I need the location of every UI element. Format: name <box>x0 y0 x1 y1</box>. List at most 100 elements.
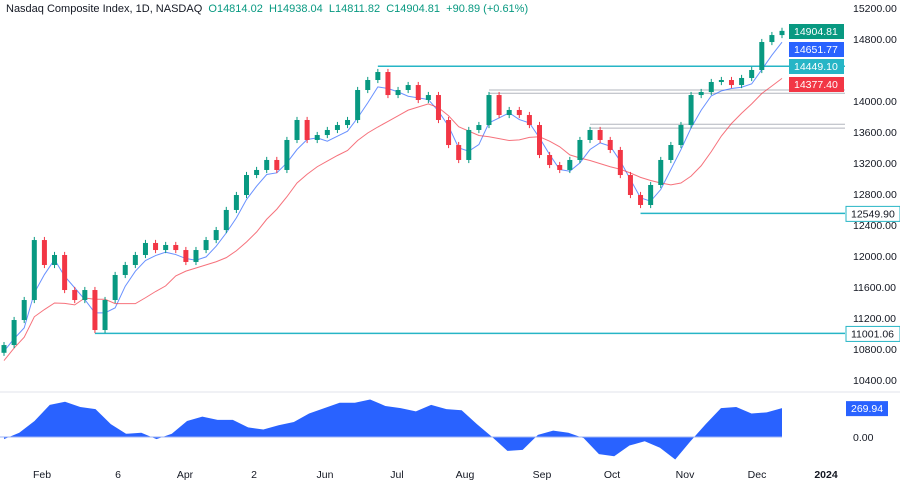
candle-body <box>375 72 381 80</box>
candle-body <box>284 139 290 170</box>
y-tick-label: 13200.00 <box>853 158 897 170</box>
candle-body <box>132 254 138 265</box>
candle-body <box>627 175 633 196</box>
candle-body <box>102 300 108 331</box>
open-value: O14814.02 <box>208 3 263 15</box>
y-tick-label: 15200.00 <box>853 3 897 15</box>
candle-body <box>688 95 694 126</box>
candle-body <box>476 125 482 130</box>
level-label-bg <box>845 205 900 222</box>
candle-body <box>223 209 229 231</box>
price-label-bg <box>789 59 844 74</box>
candle-body <box>324 129 330 136</box>
x-tick-label: Sep <box>533 469 552 481</box>
candle-body <box>496 95 502 116</box>
x-tick-label: Jun <box>317 469 334 481</box>
candle-body <box>345 119 351 126</box>
candle-body <box>537 125 543 156</box>
candle-body <box>405 85 411 90</box>
candle-body <box>385 72 391 96</box>
oscillator-value-label: 269.94 <box>851 403 883 415</box>
candle-body <box>779 30 785 36</box>
y-tick-label: 10800.00 <box>853 344 897 356</box>
candle-body <box>314 135 320 140</box>
level-label: 11001.06 <box>851 328 894 340</box>
y-tick-label: 11200.00 <box>853 313 896 325</box>
candle-body <box>163 244 169 251</box>
price-label-bg <box>789 24 844 39</box>
candle-body <box>11 320 17 346</box>
candle-body <box>173 244 179 251</box>
y-tick-label: 12400.00 <box>853 220 897 232</box>
candle-body <box>698 92 704 96</box>
candle-body <box>193 250 199 262</box>
y-tick-label: 12000.00 <box>853 251 897 263</box>
candle-body <box>355 89 361 120</box>
candle-body <box>254 169 260 176</box>
candle-body <box>516 109 522 116</box>
candle-body <box>243 175 249 196</box>
price-label: 14377.40 <box>794 79 838 91</box>
y-tick-label: 10400.00 <box>853 375 897 387</box>
candle-body <box>759 42 765 70</box>
candle-body <box>62 254 68 291</box>
candle-body <box>112 274 118 301</box>
x-tick-label: Jul <box>390 469 403 481</box>
candle-body <box>304 119 310 140</box>
candle-body <box>203 240 209 251</box>
candle-body <box>41 240 47 265</box>
candle-body <box>1 345 7 353</box>
y-tick-label: 12800.00 <box>853 189 897 201</box>
price-label-bg <box>789 77 844 92</box>
price-label: 14904.81 <box>794 26 838 38</box>
symbol-title: Nasdaq Composite Index, 1D, NASDAQ <box>6 3 203 15</box>
oscillator-zero-label: 0.00 <box>853 432 874 444</box>
candle-body <box>72 290 78 301</box>
candle-body <box>547 155 553 166</box>
x-tick-label: Apr <box>177 469 194 481</box>
candle-body <box>52 254 58 265</box>
price-label-bg <box>789 42 844 57</box>
candle-body <box>486 95 492 126</box>
change-value: +90.89 (+0.61%) <box>446 3 529 15</box>
candle-body <box>658 159 664 186</box>
candle-body <box>456 145 462 160</box>
y-tick-label: 14000.00 <box>853 96 897 108</box>
candle-body <box>213 230 219 241</box>
candle-body <box>607 139 613 150</box>
candle-body <box>526 115 532 126</box>
x-tick-label: Aug <box>456 469 475 481</box>
candle-body <box>142 242 148 255</box>
candle-body <box>274 159 280 170</box>
candle-body <box>769 35 775 43</box>
candle-body <box>668 145 674 160</box>
candle-body <box>415 85 421 100</box>
x-tick-label: Dec <box>748 469 767 481</box>
x-tick-label: Nov <box>676 469 695 481</box>
level-label-bg <box>845 325 900 342</box>
oscillator-area <box>4 399 782 460</box>
candle-body <box>597 129 603 140</box>
candle-body <box>466 129 472 160</box>
x-tick-label: Feb <box>33 469 51 481</box>
candle-body <box>395 89 401 96</box>
candle-body <box>21 300 27 321</box>
candle-body <box>728 79 734 86</box>
candle-body <box>708 82 714 93</box>
high-value: H14938.04 <box>268 3 323 15</box>
candle-body <box>334 125 340 130</box>
level-label: 12549.90 <box>851 208 895 220</box>
chart-legend: Nasdaq Composite Index, 1D, NASDAQ O1481… <box>6 3 528 15</box>
candle-body <box>365 79 371 90</box>
candle-body <box>587 129 593 140</box>
candle-body <box>648 185 654 206</box>
x-tick-label: 6 <box>115 469 121 481</box>
price-label: 14449.10 <box>794 61 838 73</box>
x-tick-label: Oct <box>604 469 620 481</box>
candle-body <box>446 119 452 146</box>
oscillator-label-bg <box>846 401 888 417</box>
y-tick-label: 14800.00 <box>853 34 897 46</box>
low-value: L14811.82 <box>328 3 381 15</box>
candle-body <box>567 159 573 170</box>
